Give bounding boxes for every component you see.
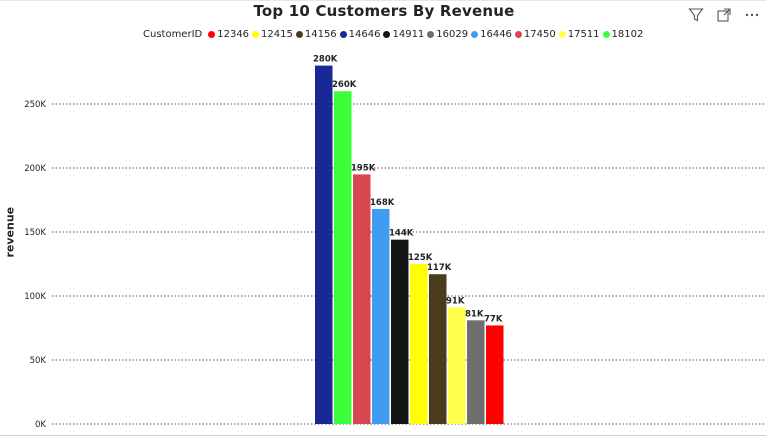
legend-item-17511[interactable]: 17511 xyxy=(558,28,600,40)
legend-items: 12346 12415 14156 14646 14911 16029 16446 17450… xyxy=(208,29,646,40)
bar-14646 xyxy=(315,65,333,424)
legend-label: 17450 xyxy=(523,28,556,40)
bar-12415 xyxy=(410,264,428,424)
data-label: 91K xyxy=(446,297,465,307)
legend-label: 12346 xyxy=(217,28,250,40)
y-tick-label: 200K xyxy=(24,164,46,174)
legend-label: 14156 xyxy=(304,28,337,40)
data-label: 195K xyxy=(351,163,376,173)
bar-16029 xyxy=(467,320,485,424)
legend-item-12415[interactable]: 12415 xyxy=(252,29,293,40)
legend-label: 16446 xyxy=(480,28,512,40)
legend-swatch xyxy=(208,30,216,38)
bar-14156 xyxy=(429,274,447,424)
legend-item-18102[interactable]: 18102 xyxy=(602,28,644,40)
legend-swatch xyxy=(383,30,391,38)
y-tick-label: 250K xyxy=(24,100,46,110)
legend-item-16029[interactable]: 16029 xyxy=(427,29,468,40)
data-label: 125K xyxy=(408,253,433,263)
y-tick-label: 150K xyxy=(24,228,46,238)
data-label: 81K xyxy=(465,309,484,319)
legend-swatch xyxy=(252,30,260,38)
bar-12346 xyxy=(486,325,504,424)
legend-label: 18102 xyxy=(611,28,644,40)
y-tick-label: 0K xyxy=(35,420,46,430)
y-tick-label: 100K xyxy=(24,292,46,302)
legend-swatch xyxy=(471,30,479,38)
bar-17450 xyxy=(353,174,371,424)
legend-label: 14646 xyxy=(348,28,381,40)
more-options-icon[interactable] xyxy=(742,6,762,24)
y-tick-label: 50K xyxy=(30,356,47,366)
bar-16446 xyxy=(372,208,390,424)
bar-17511 xyxy=(448,307,466,424)
legend-swatch xyxy=(602,30,610,38)
legend-item-12346[interactable]: 12346 xyxy=(208,29,249,40)
legend-swatch xyxy=(339,30,347,38)
visual-header-toolbar xyxy=(686,6,762,24)
data-label: 260K xyxy=(332,80,357,90)
legend-swatch xyxy=(514,30,522,38)
legend-item-16446[interactable]: 16446 xyxy=(471,29,512,40)
bar-18102 xyxy=(334,91,352,424)
legend-item-14911[interactable]: 14911 xyxy=(383,29,424,40)
legend-label: 17511 xyxy=(567,28,600,40)
data-label: 144K xyxy=(389,229,414,239)
legend-swatch xyxy=(558,30,566,38)
legend-item-14646[interactable]: 14646 xyxy=(339,28,381,40)
data-label: 77K xyxy=(484,314,503,324)
legend-label: 12415 xyxy=(261,28,293,40)
data-label: 117K xyxy=(427,263,452,273)
bar-14911 xyxy=(391,239,409,424)
legend-label: 16029 xyxy=(436,28,469,40)
legend-swatch xyxy=(427,30,435,38)
chart-title: Top 10 Customers By Revenue xyxy=(253,2,515,20)
filter-icon[interactable] xyxy=(686,6,706,24)
legend-item-17450[interactable]: 17450 xyxy=(514,28,556,40)
legend-label: 14911 xyxy=(392,28,425,40)
data-label: 168K xyxy=(370,198,395,208)
legend-item-14156[interactable]: 14156 xyxy=(295,28,337,40)
legend-title: CustomerID xyxy=(143,28,203,40)
legend-swatch xyxy=(295,30,303,38)
data-label: 280K xyxy=(313,55,338,65)
chart-legend: CustomerID 12346 12415 14156 14646 14911 1602… xyxy=(143,27,646,41)
focus-mode-icon[interactable] xyxy=(714,6,734,24)
chart-visual-frame xyxy=(0,0,766,436)
